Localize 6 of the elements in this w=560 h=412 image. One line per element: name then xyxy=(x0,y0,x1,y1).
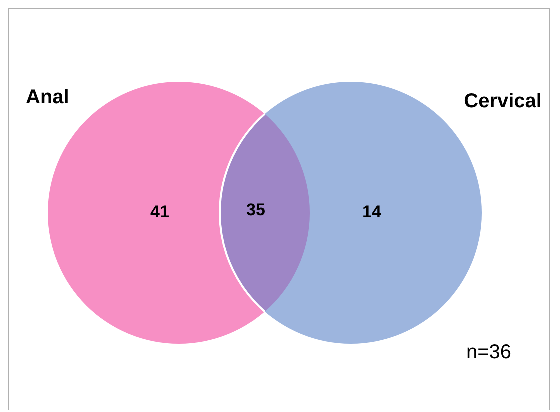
data-label: 35 xyxy=(246,200,266,220)
data-label: 14 xyxy=(362,202,382,222)
category-label: Anal xyxy=(26,86,70,109)
data-label: 41 xyxy=(150,202,170,222)
category-label: Cervical xyxy=(464,90,542,113)
text: n=36 xyxy=(466,342,512,364)
